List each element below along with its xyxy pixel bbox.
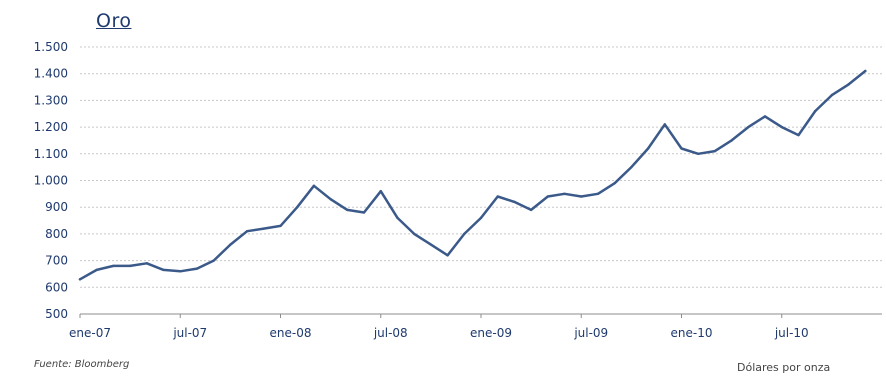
data-point — [212, 259, 215, 262]
data-point — [245, 230, 249, 233]
data-point — [864, 69, 867, 73]
data-point — [730, 139, 733, 142]
data-point — [446, 254, 449, 257]
x-tick-label: ene-07 — [69, 326, 111, 340]
data-point — [112, 264, 115, 268]
data-point — [145, 262, 149, 265]
data-point — [329, 197, 332, 201]
data-point — [546, 195, 550, 198]
units-note: Dólares por onza — [737, 361, 831, 374]
data-point — [830, 93, 834, 97]
x-tick-label: jul-07 — [172, 326, 207, 340]
data-point — [346, 208, 349, 212]
data-point — [580, 195, 583, 198]
data-point — [563, 192, 566, 196]
data-point — [195, 267, 199, 270]
y-tick-label: 700 — [45, 254, 68, 268]
data-point — [663, 123, 666, 126]
data-point — [279, 224, 282, 228]
data-point — [513, 200, 516, 204]
data-point — [596, 192, 600, 196]
data-point — [797, 133, 800, 137]
data-point — [479, 216, 483, 220]
y-tick-label: 1.300 — [34, 93, 68, 107]
data-point — [747, 125, 750, 129]
x-tick-label: ene-09 — [470, 326, 512, 340]
data-point — [262, 227, 265, 230]
x-tick-label: ene-10 — [671, 326, 713, 340]
series-line — [78, 69, 867, 281]
data-point — [162, 268, 165, 272]
data-point — [613, 181, 616, 185]
chart-title: Oro — [96, 10, 132, 32]
data-point — [229, 243, 232, 246]
data-point — [697, 152, 700, 155]
data-point — [429, 243, 433, 246]
y-tick-label: 600 — [45, 280, 68, 294]
data-point — [463, 232, 466, 236]
y-tick-label: 1.000 — [34, 174, 68, 188]
data-point — [529, 208, 533, 212]
y-tick-label: 1.100 — [34, 147, 68, 161]
y-tick-label: 800 — [45, 227, 68, 241]
y-tick-label: 1.500 — [34, 40, 68, 54]
data-point — [379, 189, 382, 193]
data-point — [412, 232, 416, 236]
data-point — [496, 195, 499, 198]
data-point — [813, 109, 817, 113]
data-point — [780, 125, 783, 129]
data-point — [763, 115, 767, 118]
data-point — [296, 206, 299, 209]
data-point — [646, 147, 650, 150]
data-point — [847, 83, 850, 86]
source-note: Fuente: Bloomberg — [34, 359, 130, 370]
data-point — [128, 264, 132, 268]
data-point — [179, 270, 182, 273]
data-point — [630, 165, 633, 169]
x-tick-label: jul-09 — [573, 326, 608, 340]
x-tick-label: jul-08 — [373, 326, 408, 340]
data-point — [680, 147, 683, 150]
y-tick-label: 1.400 — [34, 67, 68, 81]
y-tick-label: 500 — [45, 307, 68, 321]
data-point — [396, 216, 399, 220]
y-tick-label: 900 — [45, 200, 68, 214]
x-tick-label: jul-10 — [774, 326, 809, 340]
data-point — [95, 268, 98, 272]
data-point — [78, 278, 82, 281]
y-tick-label: 1.200 — [34, 120, 68, 134]
data-point — [713, 149, 717, 153]
data-point — [312, 184, 316, 188]
data-point — [362, 211, 366, 214]
x-tick-label: ene-08 — [270, 326, 312, 340]
